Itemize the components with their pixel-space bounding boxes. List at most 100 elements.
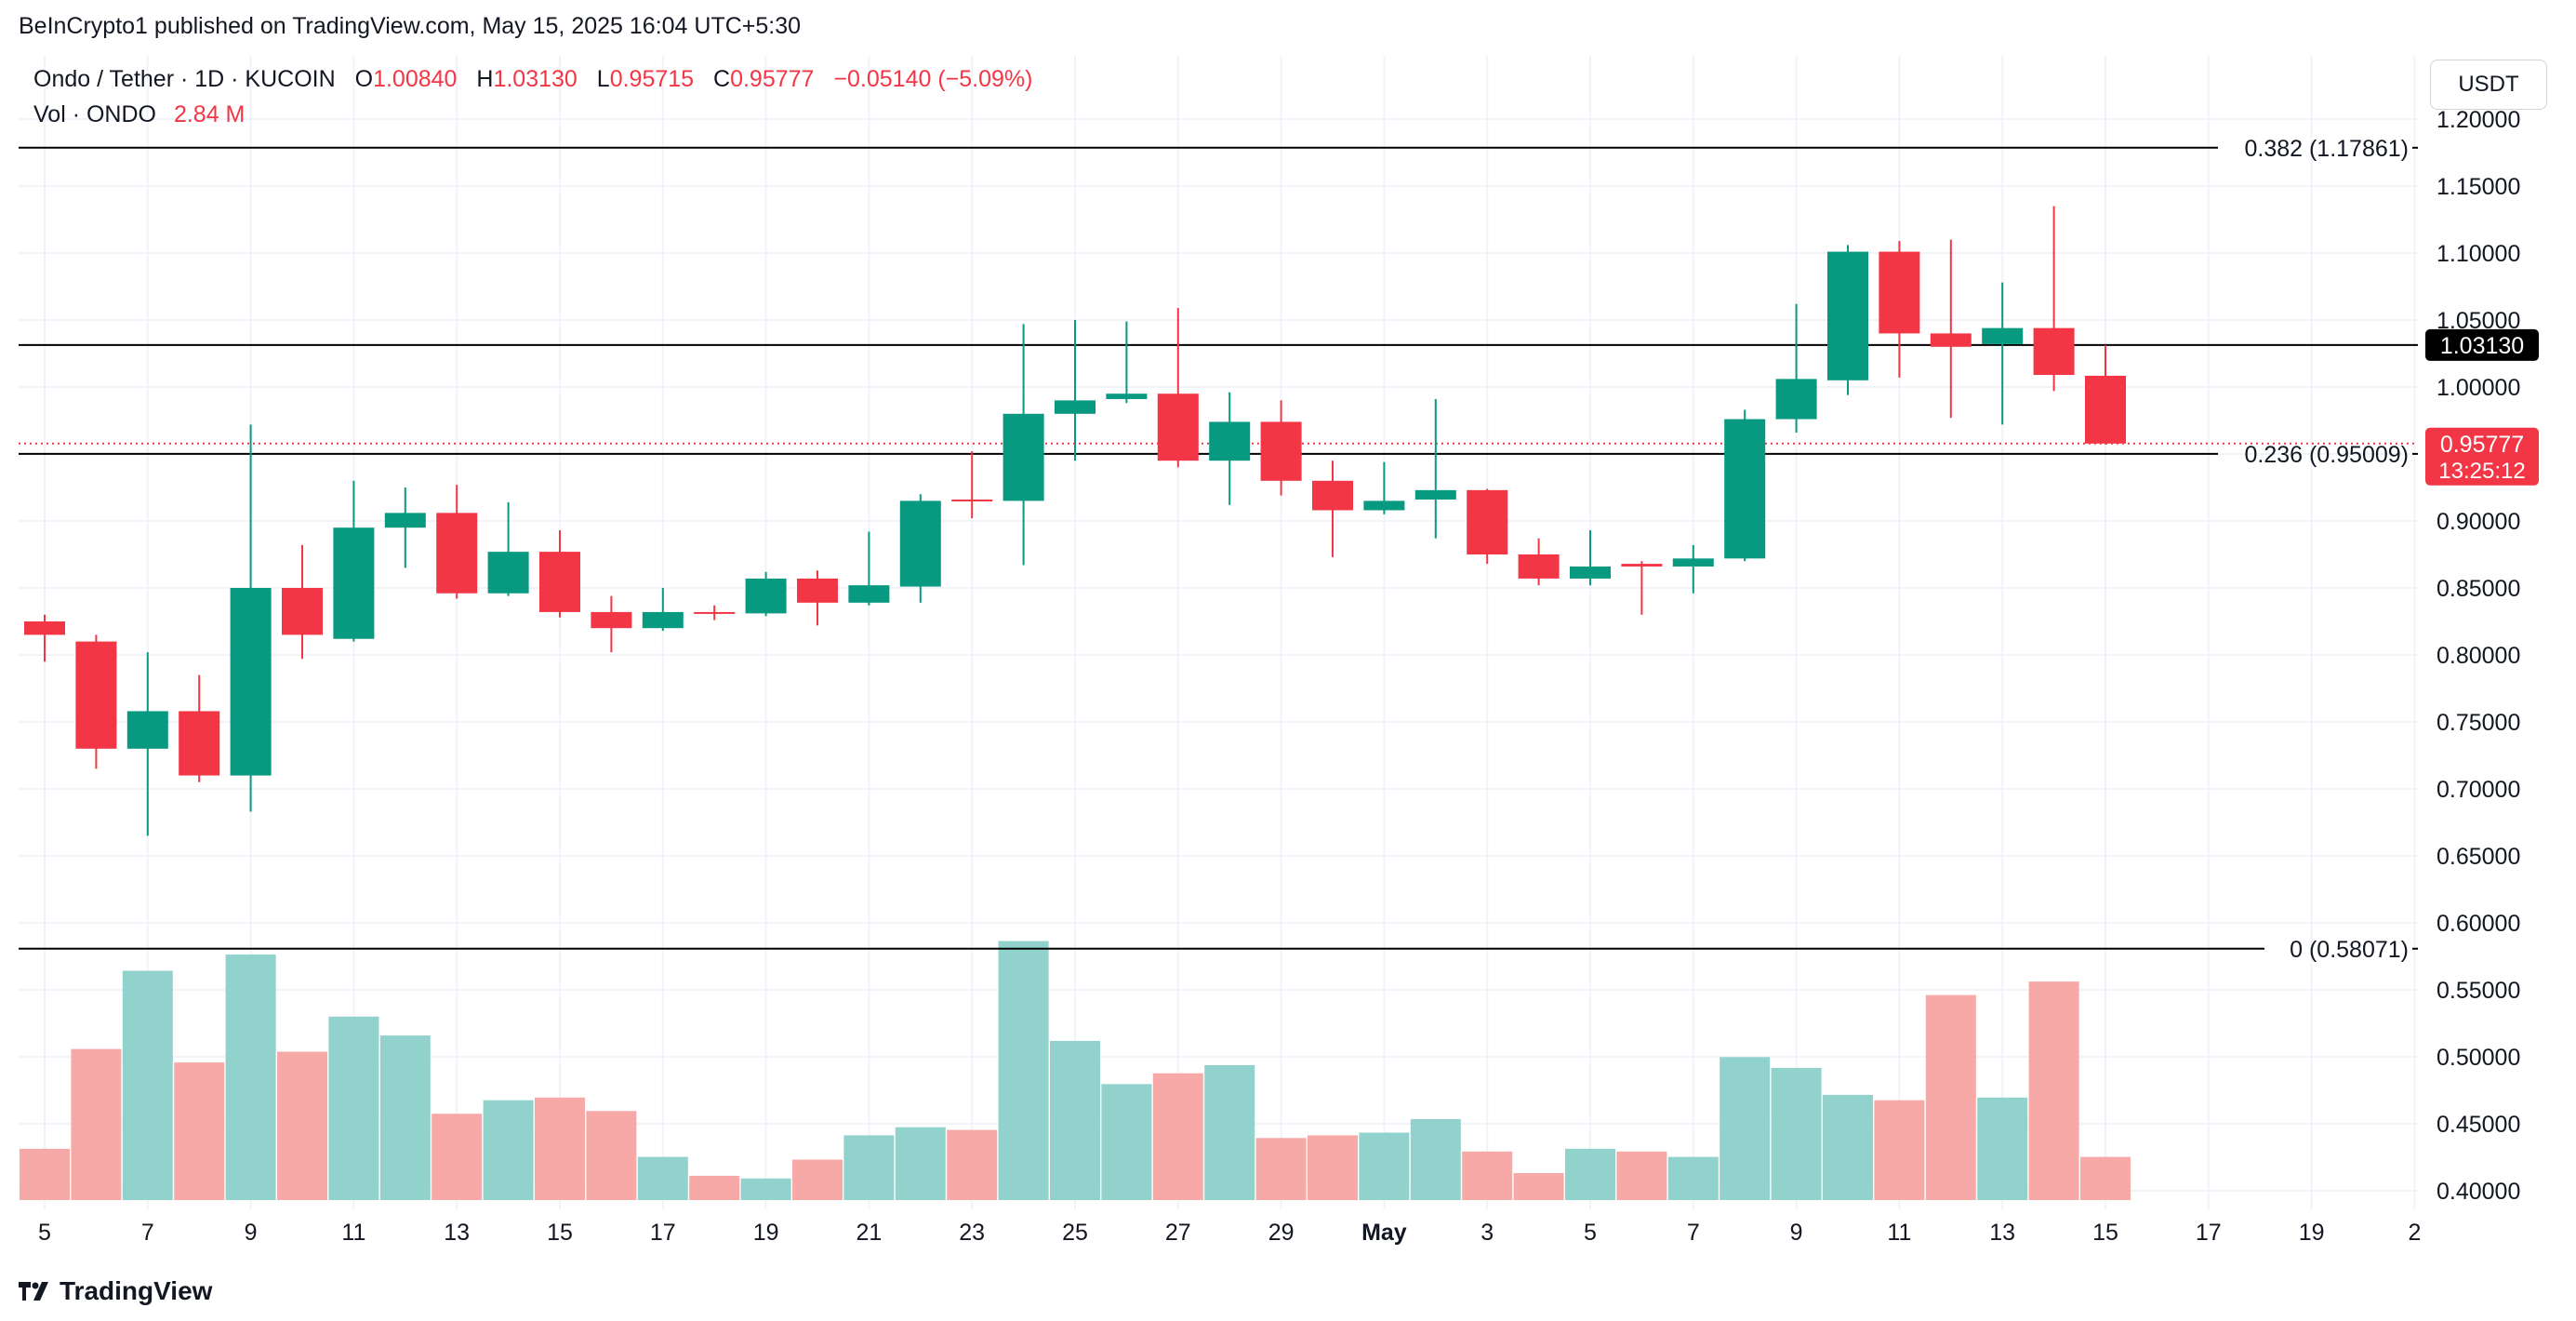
volume-bar [1359,1132,1410,1200]
candle-body [848,585,890,603]
candle-body [282,588,323,635]
candle [179,674,220,782]
legend-volume-value: 2.84 M [173,101,246,127]
candle [1930,239,1972,419]
candle [2033,206,2075,392]
price-label-text: 1.03130 [2440,333,2524,359]
volume-bar [1204,1065,1255,1200]
candle-body [2085,375,2126,444]
legend-open-value: 1.00840 [373,66,458,92]
volume-bar [998,941,1049,1200]
x-tick-label: 5 [1584,1220,1597,1246]
candle-body [1982,327,2024,344]
candle [436,485,478,599]
legend-high-label: H [476,66,494,92]
candle-body [1106,394,1148,399]
x-tick-label: 9 [1790,1220,1803,1246]
volume-bar [1874,1100,1925,1200]
currency-button[interactable]: USDT [2430,60,2547,110]
candle [126,652,168,836]
candle [1209,392,1251,505]
x-tick-label: 13 [1989,1220,2015,1246]
y-tick-label: 0.65000 [2437,844,2520,870]
candle [694,605,736,620]
candle-body [436,513,478,594]
level-label: 0 (0.58071) [2290,937,2409,963]
candle-body [487,552,529,594]
candle-body [1879,251,1920,334]
volume-bar [535,1097,585,1200]
volume-bar [2080,1156,2131,1200]
volume-bar [843,1135,895,1200]
candle-body [1827,251,1868,380]
candle-body [1363,500,1405,511]
candle-body [951,499,993,501]
volume-bar [328,1016,379,1200]
volume-bar [1771,1067,1822,1200]
candle [75,634,117,769]
x-tick-label: 11 [1887,1220,1911,1246]
x-tick-label: 17 [2196,1220,2222,1246]
candle-body [1157,394,1199,461]
candle [333,480,375,642]
volume-bar [1255,1138,1307,1200]
volume-bar [689,1175,740,1200]
x-tick-label: 13 [444,1220,470,1246]
volume-bar [379,1035,431,1200]
volume-bar [277,1051,327,1200]
candle [1724,409,1766,562]
candle [1003,324,1044,566]
legend-volume-label[interactable]: Vol · ONDO [33,101,156,127]
candle-body [230,588,272,776]
candle [282,544,323,660]
candle-body [1672,558,1714,567]
volume-bar [740,1178,791,1200]
volume-bar [1308,1135,1358,1200]
y-tick-label: 1.10000 [2437,241,2520,267]
x-tick-label: 3 [1481,1220,1494,1246]
candle-body [591,611,632,629]
fibonacci-levels: 0.382 (1.17861) 0.236 (0.95009) 0 (0.58071… [19,136,2418,963]
candle [1312,460,1353,557]
volume-histogram [20,941,2131,1200]
volume-bar [225,954,276,1200]
x-tick-label: 21 [856,1220,882,1246]
footer-brand: TradingView [60,1276,213,1305]
legend-symbol[interactable]: Ondo / Tether · 1D · KUCOIN [33,66,336,92]
candle [539,530,580,618]
x-tick-label: 23 [959,1220,985,1246]
legend-volume-row: Vol · ONDO 2.84 M [33,97,1032,132]
y-tick-label: 0.70000 [2437,777,2520,803]
candle-body [797,578,838,603]
tradingview-logo[interactable]: TradingView [19,1276,212,1306]
x-tick-label: 19 [2299,1220,2325,1246]
candle-body [126,711,168,749]
candle-body [1260,421,1302,481]
countdown-label: 13:25:12 [2438,459,2525,484]
candle-body [75,641,117,749]
candle [1157,308,1199,468]
candle [848,531,890,606]
price-label-box [2425,427,2539,486]
candle-body [333,527,375,639]
legend-close-value: 0.95777 [730,66,815,92]
time-axis[interactable]: 5 7 9 11 13 15 17 19 21 23 25 27 29 May 3 5 7 9 11 13 15 17 19… [38,1220,2421,1246]
y-tick-label: 0.90000 [2437,509,2520,535]
y-tick-label: 0.50000 [2437,1045,2520,1071]
candle-body [1414,489,1456,500]
volume-bar [1925,994,1976,1200]
volume-bar [1462,1151,1513,1200]
candle-body [179,711,220,776]
price-axis[interactable]: 1.200001.150001.100001.050001.000000.950… [2437,107,2520,1205]
candle-body [1003,413,1044,501]
candle [1982,282,2024,425]
y-tick-label: 0.60000 [2437,911,2520,937]
x-tick-label: 17 [650,1220,676,1246]
legend-ohlc-row: Ondo / Tether · 1D · KUCOIN O1.00840 H1.… [33,61,1032,97]
volume-bar [1565,1148,1615,1200]
level-label: 0.382 (1.17861) [2244,136,2409,162]
x-tick-label: 19 [753,1220,779,1246]
volume-bar [792,1159,843,1200]
volume-bar [432,1114,483,1200]
